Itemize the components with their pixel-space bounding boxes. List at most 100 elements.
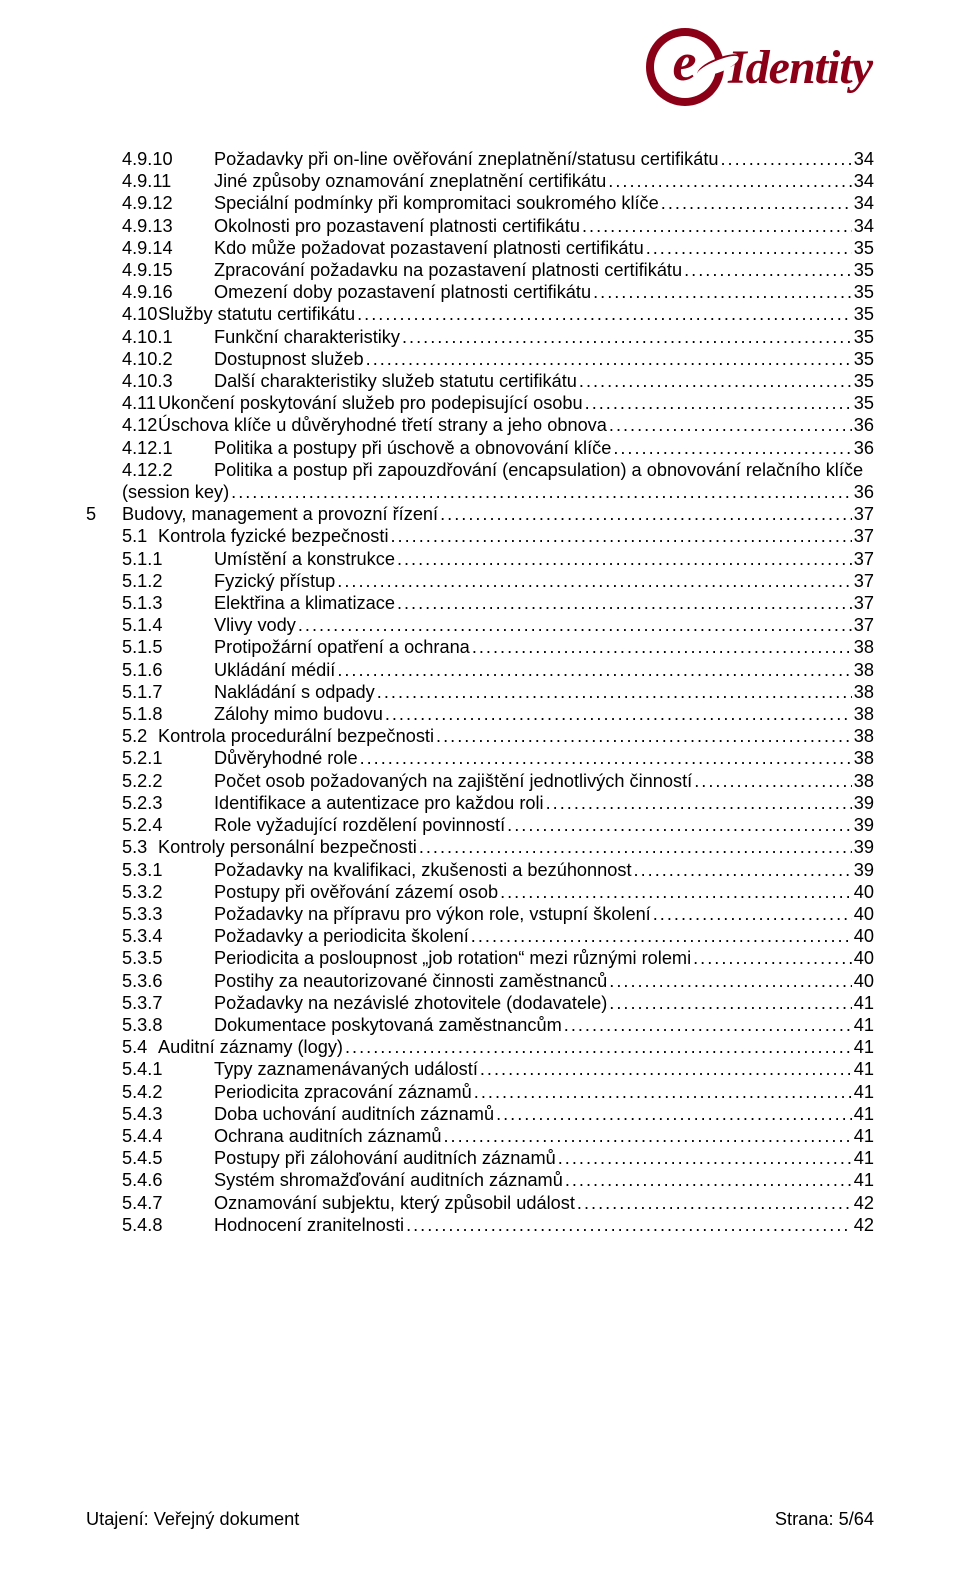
- toc-dots: [402, 326, 852, 348]
- toc-dots: [474, 1081, 852, 1103]
- toc-number: 5.4.2: [86, 1081, 214, 1103]
- toc-title: Role vyžadující rozdělení povinností: [214, 814, 507, 836]
- toc-page: 36: [852, 481, 874, 503]
- toc-number: 4.12.2: [86, 459, 214, 481]
- toc-page: 35: [852, 281, 874, 303]
- toc-title: Protipožární opatření a ochrana: [214, 636, 472, 658]
- toc-dots: [593, 281, 852, 303]
- toc-page: 34: [852, 215, 874, 237]
- toc-row: 5.4.5Postupy při zálohování auditních zá…: [86, 1147, 874, 1169]
- toc-page: 34: [852, 192, 874, 214]
- toc-page: 38: [852, 659, 874, 681]
- toc-row: 5.4.3Doba uchování auditních záznamů41: [86, 1103, 874, 1125]
- toc-number: 5.3: [86, 836, 158, 858]
- toc-dots: [609, 414, 852, 436]
- toc-dots: [397, 592, 852, 614]
- toc-title: Periodicita a posloupnost „job rotation“…: [214, 947, 693, 969]
- toc-page: 37: [852, 525, 874, 547]
- toc-page: 40: [852, 925, 874, 947]
- toc-number: 5.1.8: [86, 703, 214, 725]
- toc-number: 5.1.5: [86, 636, 214, 658]
- toc-number: 5.4.5: [86, 1147, 214, 1169]
- toc-title: Auditní záznamy (logy): [158, 1036, 345, 1058]
- toc-number: 5.3.8: [86, 1014, 214, 1036]
- toc-dots: [608, 170, 851, 192]
- toc-title: Důvěryhodné role: [214, 747, 360, 769]
- toc-page: 36: [852, 414, 874, 436]
- toc-number: 5.4: [86, 1036, 158, 1058]
- toc-number: 5.4.6: [86, 1169, 214, 1191]
- toc-title: Postupy při zálohování auditních záznamů: [214, 1147, 558, 1169]
- toc-page: 35: [852, 348, 874, 370]
- toc-dots: [496, 1103, 852, 1125]
- toc-row: 4.12Úschova klíče u důvěryhodné třetí st…: [86, 414, 874, 436]
- toc-dots: [582, 215, 852, 237]
- toc-number: 5.3.6: [86, 970, 214, 992]
- toc-row: 5.4.2Periodicita zpracování záznamů41: [86, 1081, 874, 1103]
- toc-page: 38: [852, 725, 874, 747]
- toc-page: 36: [852, 437, 874, 459]
- toc-title: Kontrola fyzické bezpečnosti: [158, 525, 391, 547]
- toc-title: Ukončení poskytování služeb pro podepisu…: [158, 392, 585, 414]
- footer: Utajení: Veřejný dokument Strana: 5/64: [86, 1509, 874, 1530]
- toc-number: 5.1.2: [86, 570, 214, 592]
- toc-row: 4.12.2Politika a postup při zapouzdřován…: [86, 459, 874, 481]
- toc-row: 5.1.7Nakládání s odpady38: [86, 681, 874, 703]
- toc-dots: [337, 570, 851, 592]
- toc-number: 5.3.3: [86, 903, 214, 925]
- toc-number: 4.10.2: [86, 348, 214, 370]
- toc-number: 5.3.4: [86, 925, 214, 947]
- toc-title: Funkční charakteristiky: [214, 326, 402, 348]
- toc-title: Hodnocení zranitelnosti: [214, 1214, 406, 1236]
- toc-dots: [609, 970, 851, 992]
- toc-page: 38: [852, 681, 874, 703]
- toc-page: 41: [852, 1147, 874, 1169]
- toc-page: 35: [852, 237, 874, 259]
- toc-number: 5.1.4: [86, 614, 214, 636]
- toc-row: 5.3.5Periodicita a posloupnost „job rota…: [86, 947, 874, 969]
- footer-right: Strana: 5/64: [775, 1509, 874, 1530]
- toc-row: 5.4.1Typy zaznamenávaných událostí41: [86, 1058, 874, 1080]
- toc-page: 41: [852, 1081, 874, 1103]
- toc-number: 5.4.7: [86, 1192, 214, 1214]
- toc-row: 5.4.7Oznamování subjektu, který způsobil…: [86, 1192, 874, 1214]
- toc-page: 35: [852, 392, 874, 414]
- toc-page: 37: [852, 548, 874, 570]
- toc-dots: [337, 659, 851, 681]
- toc-dots: [471, 925, 852, 947]
- toc-number: 4.9.13: [86, 215, 214, 237]
- toc-title: Postupy při ověřování zázemí osob: [214, 881, 500, 903]
- toc-title: Požadavky na kvalifikaci, zkušenosti a b…: [214, 859, 634, 881]
- toc-number: 4.9.14: [86, 237, 214, 259]
- toc-row: 5.1.2Fyzický přístup37: [86, 570, 874, 592]
- toc-page: 34: [852, 170, 874, 192]
- toc-dots: [613, 437, 851, 459]
- toc-page: 41: [852, 1125, 874, 1147]
- toc-title: Požadavky a periodicita školení: [214, 925, 471, 947]
- toc-dots: [661, 192, 852, 214]
- toc-number: 5.1: [86, 525, 158, 547]
- toc-row: 4.9.13Okolnosti pro pozastavení platnost…: [86, 215, 874, 237]
- toc-row: 5.1.5Protipožární opatření a ochrana38: [86, 636, 874, 658]
- logo-mark-icon: [646, 28, 724, 106]
- toc-page: 34: [852, 148, 874, 170]
- toc-row: 5.3.8Dokumentace poskytovaná zaměstnanců…: [86, 1014, 874, 1036]
- toc-dots: [436, 725, 852, 747]
- toc-row: 5.1.3Elektřina a klimatizace37: [86, 592, 874, 614]
- toc-page: 38: [852, 770, 874, 792]
- toc-dots: [419, 836, 852, 858]
- toc-number: 5.1.3: [86, 592, 214, 614]
- toc-number: 5: [86, 503, 122, 525]
- toc-number: 5.1.7: [86, 681, 214, 703]
- toc-number: 5.2.4: [86, 814, 214, 836]
- toc-page: 41: [852, 1014, 874, 1036]
- toc-dots: [345, 1036, 852, 1058]
- toc-number: 5.3.7: [86, 992, 214, 1014]
- toc-title: Zpracování požadavku na pozastavení plat…: [214, 259, 684, 281]
- toc-title: Dostupnost služeb: [214, 348, 366, 370]
- toc-number: 5.2.3: [86, 792, 214, 814]
- toc-dots: [564, 1014, 852, 1036]
- toc-number: 5.4.4: [86, 1125, 214, 1147]
- toc-page: 40: [852, 970, 874, 992]
- toc-number: 5.1.6: [86, 659, 214, 681]
